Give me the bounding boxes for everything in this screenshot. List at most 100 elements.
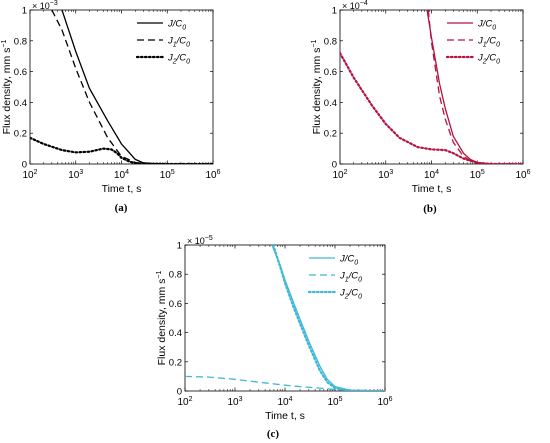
legend-subscript: 1 <box>483 42 487 49</box>
x-tick-base: 10 <box>205 170 217 181</box>
x-tick-exponent: 4 <box>125 169 129 176</box>
legend-label-2: J1/C0 <box>167 36 190 49</box>
y-tick-label: 0.8 <box>14 36 27 47</box>
y-exponent-power: −4 <box>360 0 368 7</box>
legend-subscript: 2 <box>482 59 487 66</box>
legend-name-tail: /C <box>176 53 187 64</box>
y-exponent-label: × 10−5 <box>187 235 213 246</box>
legend-subscript: 1 <box>345 277 349 284</box>
x-tick-label: 102 <box>177 396 192 408</box>
legend-label-2: J1/C0 <box>339 271 362 284</box>
series-line-3 <box>30 136 213 164</box>
x-tick-exponent: 5 <box>171 169 175 176</box>
legend-label-3: J2/C0 <box>167 53 190 66</box>
x-tick-base: 10 <box>470 170 482 181</box>
x-tick-exponent: 6 <box>217 169 221 176</box>
y-axis-title: Flux density, mm s−1 <box>1 40 13 135</box>
legend-label-1: J/C0 <box>477 19 496 32</box>
series-line-2 <box>427 10 523 164</box>
legend-subscript: 0 <box>492 25 496 32</box>
legend-subscript-tail: 0 <box>358 294 362 301</box>
legend-subscript-tail: 0 <box>496 59 500 66</box>
legend-subscript-tail: 0 <box>186 42 190 49</box>
legend-subscript: 0 <box>182 25 186 32</box>
x-tick-base: 10 <box>22 170 34 181</box>
y-tick-label: 0.2 <box>169 357 182 368</box>
legend-name: J <box>477 53 483 64</box>
legend-name: J/C <box>339 254 354 265</box>
y-tick-label: 0.2 <box>14 129 27 140</box>
x-tick-label: 103 <box>68 169 83 181</box>
legend-name: J <box>167 53 173 64</box>
y-tick-label: 0.6 <box>14 67 27 78</box>
x-axis-title: Time t, s <box>265 410 305 422</box>
legend-name-tail: /C <box>348 288 359 299</box>
x-tick-exponent: 2 <box>344 169 348 176</box>
y-axis-title: Flux density, mm s−1 <box>156 271 168 366</box>
x-tick-exponent: 3 <box>389 169 393 176</box>
y-tick-label: 0 <box>22 160 27 171</box>
legend-subscript: 1 <box>173 42 177 49</box>
legend-name: J/C <box>477 19 492 30</box>
y-exponent-base: × 10 <box>187 236 205 246</box>
legend-subscript-tail: 0 <box>358 277 362 284</box>
y-tick-label: 1 <box>332 6 337 17</box>
y-tick-label: 0.6 <box>169 299 182 310</box>
x-tick-label: 104 <box>114 169 129 181</box>
x-tick-label: 106 <box>377 396 392 408</box>
x-tick-exponent: 5 <box>339 396 343 403</box>
y-exponent-power: −3 <box>50 0 58 7</box>
x-tick-label: 106 <box>205 169 220 181</box>
y-exponent-label: × 10−4 <box>342 0 368 11</box>
y-tick-label: 0.4 <box>324 98 337 109</box>
legend-name-tail: /C <box>486 36 497 47</box>
legend-name: J/C <box>167 19 182 30</box>
y-tick-label: 1 <box>177 241 182 252</box>
x-tick-exponent: 4 <box>435 169 439 176</box>
panel-caption: (a) <box>115 202 128 214</box>
y-tick-label: 0.6 <box>324 67 337 78</box>
x-tick-label: 105 <box>470 169 485 181</box>
legend-label-3: J2/C0 <box>339 288 362 301</box>
x-tick-base: 10 <box>378 170 390 181</box>
legend-label-2: J1/C0 <box>477 36 500 49</box>
x-tick-label: 103 <box>378 169 393 181</box>
series-line-3 <box>340 52 523 164</box>
y-axis-title: Flux density, mm s−1 <box>311 40 323 135</box>
y-tick-label: 0 <box>177 387 182 398</box>
series-line-1 <box>271 245 385 391</box>
y-tick-label: 0.8 <box>324 36 337 47</box>
series-line-3 <box>272 245 385 391</box>
x-tick-base: 10 <box>327 397 339 408</box>
plot-frame <box>29 9 214 165</box>
x-tick-label: 105 <box>160 169 175 181</box>
x-tick-label: 105 <box>327 396 342 408</box>
x-tick-base: 10 <box>160 170 172 181</box>
y-tick-label: 0 <box>332 160 337 171</box>
series-line-2 <box>51 10 213 164</box>
x-tick-base: 10 <box>227 397 239 408</box>
y-exponent-base: × 10 <box>342 1 360 11</box>
x-tick-label: 106 <box>515 169 530 181</box>
y-tick-label: 1 <box>22 6 27 17</box>
x-tick-base: 10 <box>68 170 80 181</box>
legend-label-1: J/C0 <box>339 254 358 267</box>
y-tick-label: 0.2 <box>324 129 337 140</box>
panel-caption: (b) <box>423 203 437 215</box>
legend-subscript: 2 <box>344 294 349 301</box>
x-tick-base: 10 <box>332 170 344 181</box>
legend-subscript-tail: 0 <box>186 59 190 66</box>
x-tick-base: 10 <box>177 397 189 408</box>
legend-name-tail: /C <box>176 36 187 47</box>
x-tick-exponent: 2 <box>189 396 193 403</box>
legend-name: J <box>167 36 173 47</box>
x-tick-base: 10 <box>424 170 436 181</box>
plot-frame <box>184 244 386 392</box>
legend-name-tail: /C <box>486 53 497 64</box>
panel-caption: (c) <box>267 428 280 440</box>
y-axis-title-unit-exponent: −1 <box>156 271 163 279</box>
x-tick-label: 103 <box>227 396 242 408</box>
